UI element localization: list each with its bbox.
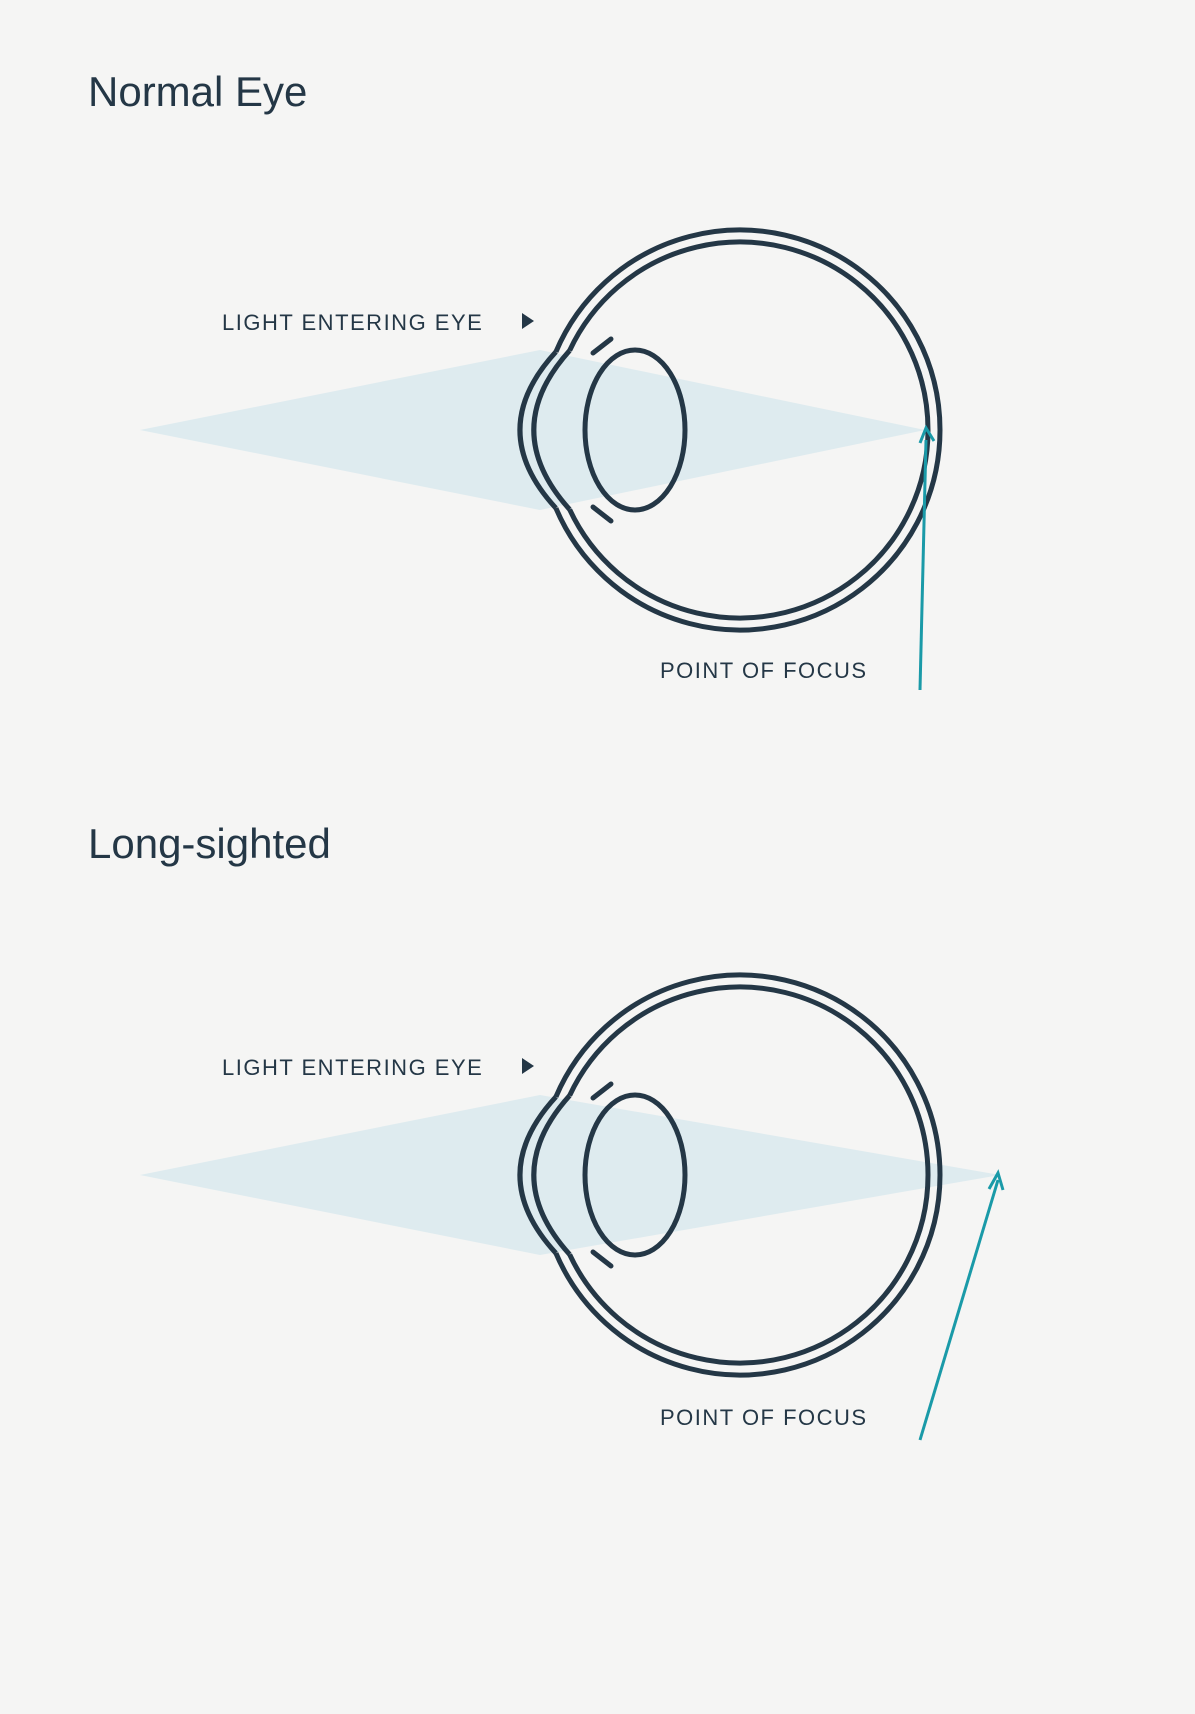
light-label-normal: LIGHT ENTERING EYE [222, 310, 483, 336]
panel-title-normal: Normal Eye [88, 68, 307, 116]
focus-label-normal: POINT OF FOCUS [660, 658, 868, 684]
light-label-longsighted: LIGHT ENTERING EYE [222, 1055, 483, 1081]
panel-title-longsighted: Long-sighted [88, 820, 331, 868]
focus-label-longsighted: POINT OF FOCUS [660, 1405, 868, 1431]
